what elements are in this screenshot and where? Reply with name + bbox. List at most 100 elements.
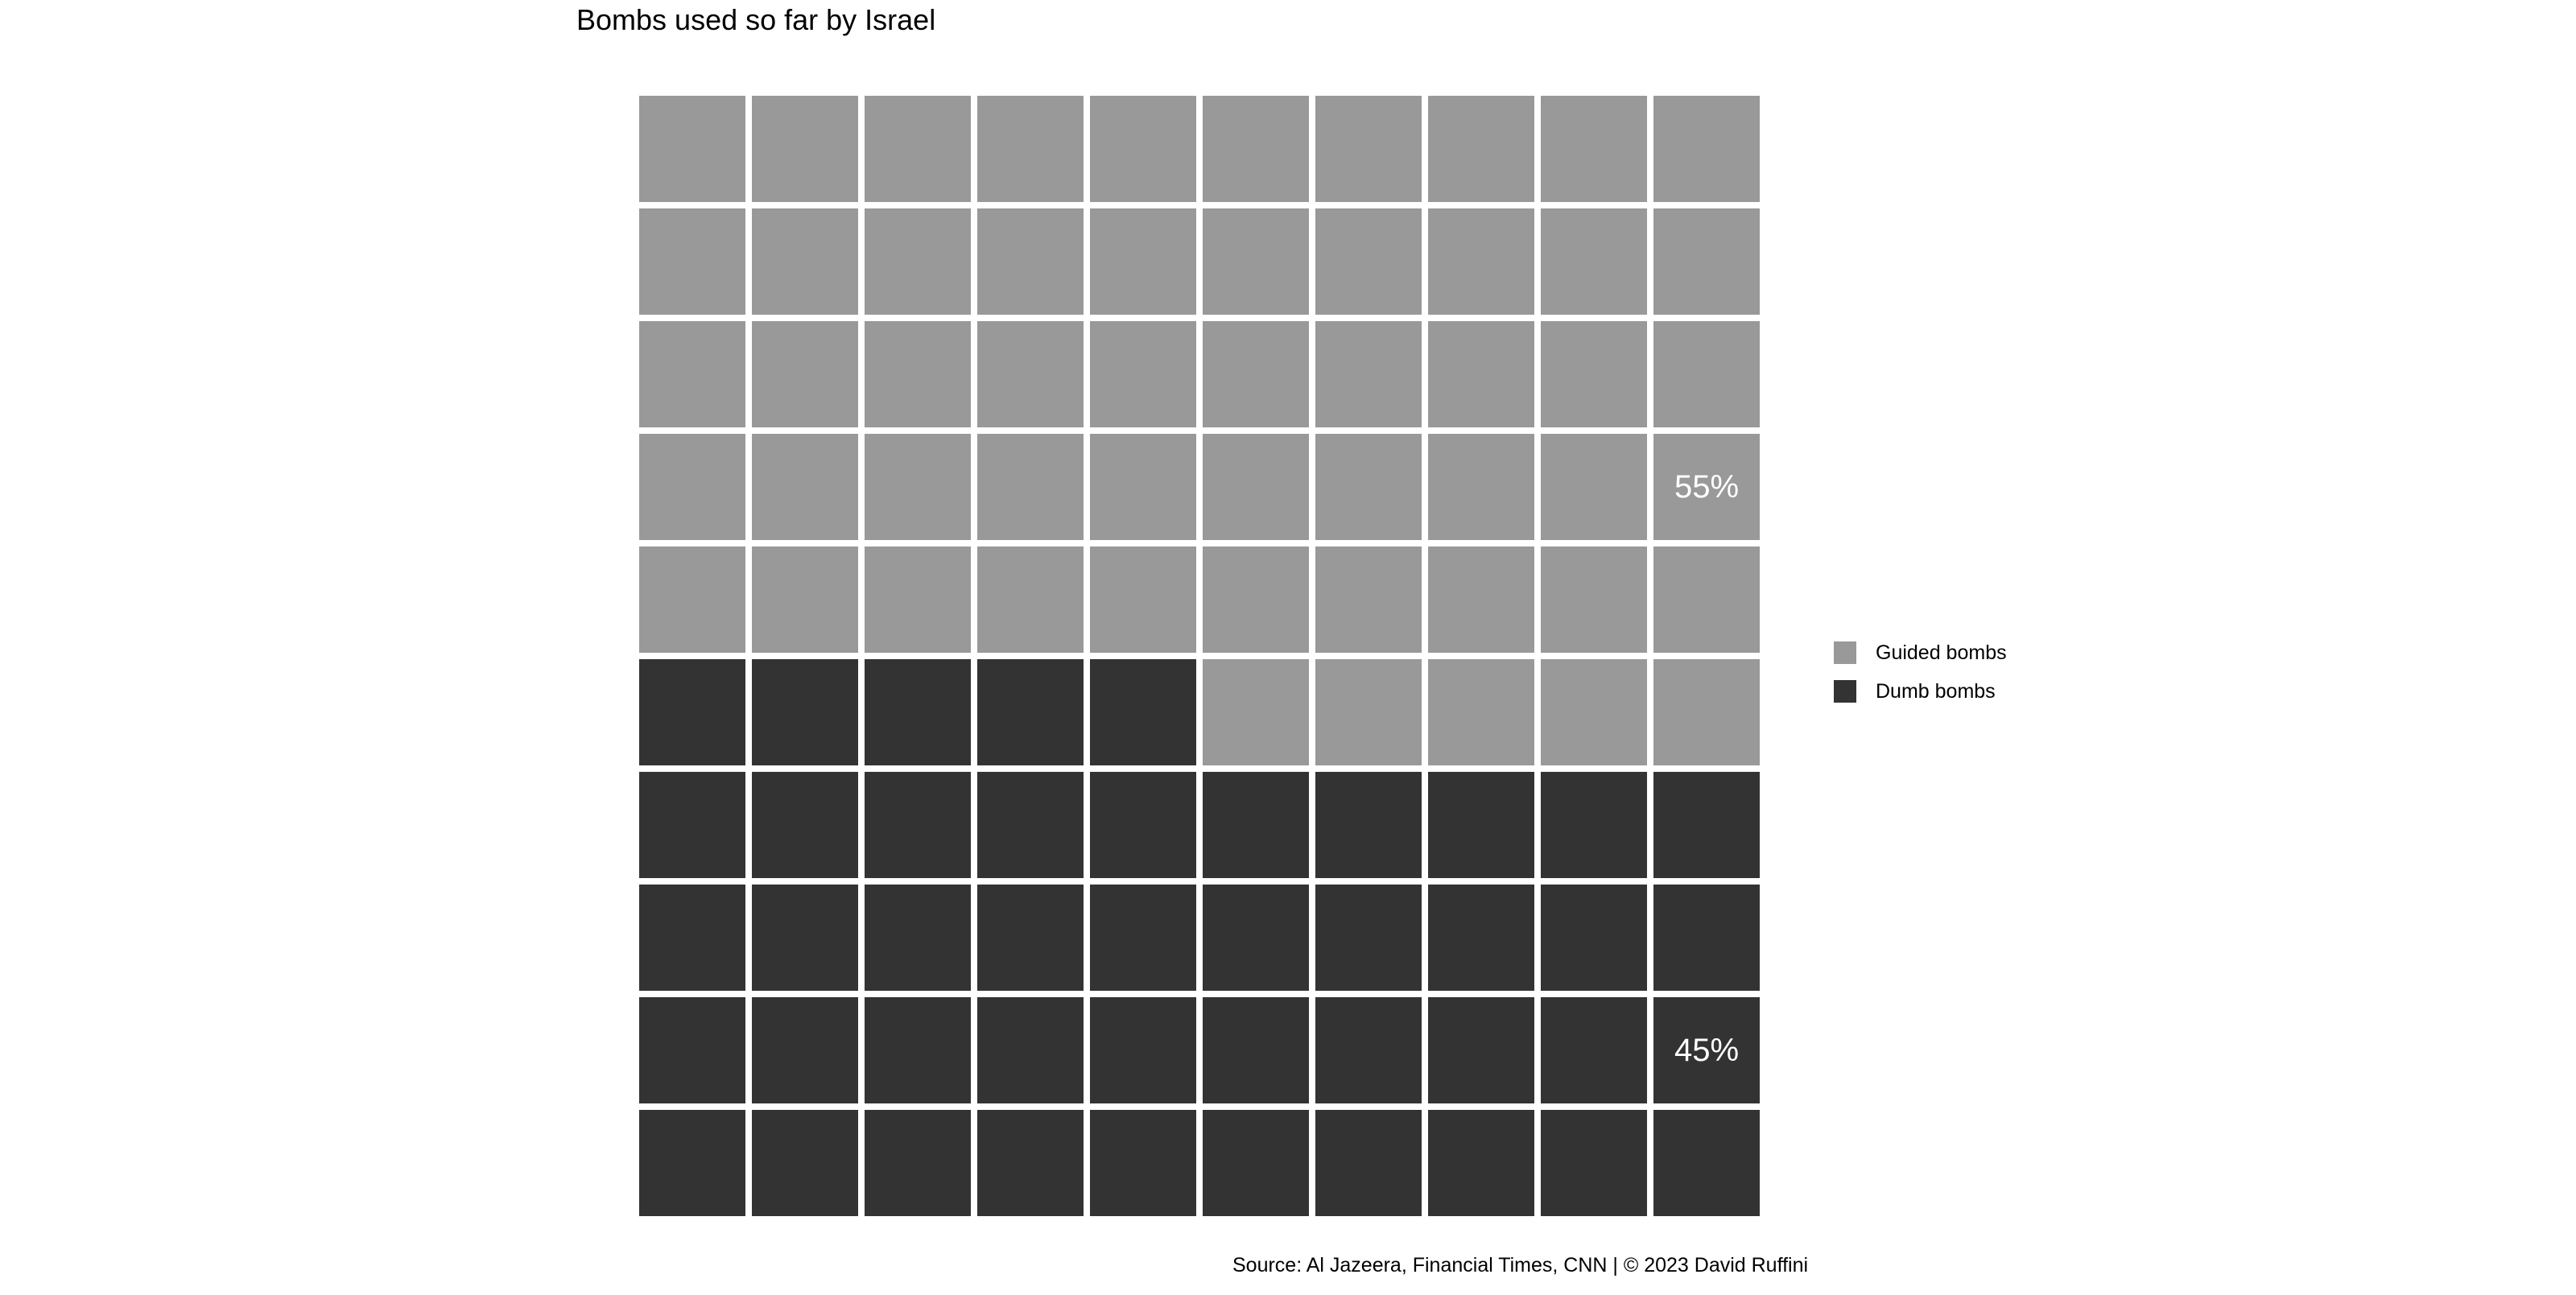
waffle-cell-dumb-bombs xyxy=(1090,885,1196,991)
waffle-cell-dumb-bombs xyxy=(1541,1110,1647,1216)
waffle-cell-guided-bombs xyxy=(1428,659,1534,765)
waffle-cell-guided-bombs xyxy=(1090,546,1196,653)
waffle-cell-guided-bombs xyxy=(639,546,745,653)
waffle-cell-dumb-bombs xyxy=(1541,885,1647,991)
waffle-cell-guided-bombs xyxy=(1653,546,1760,653)
waffle-cell-guided-bombs xyxy=(1653,208,1760,315)
waffle-cell-dumb-bombs xyxy=(752,997,858,1103)
waffle-cell-dumb-bombs xyxy=(977,772,1084,878)
waffle-cell-dumb-bombs xyxy=(1203,997,1309,1103)
waffle-cell-guided-bombs xyxy=(1315,321,1422,427)
waffle-cell-guided-bombs xyxy=(865,546,971,653)
waffle-cell-dumb-bombs xyxy=(752,772,858,878)
waffle-cell-guided-bombs xyxy=(865,208,971,315)
waffle-cell-dumb-bombs xyxy=(1653,997,1760,1103)
waffle-cell-guided-bombs xyxy=(1428,208,1534,315)
waffle-cell-guided-bombs xyxy=(1428,321,1534,427)
waffle-cell-guided-bombs xyxy=(752,208,858,315)
waffle-cell-dumb-bombs xyxy=(865,1110,971,1216)
waffle-cell-guided-bombs xyxy=(1315,659,1422,765)
waffle-cell-dumb-bombs xyxy=(977,997,1084,1103)
waffle-cell-guided-bombs xyxy=(1428,546,1534,653)
legend-swatch-dumb-bombs xyxy=(1834,680,1856,703)
waffle-cell-guided-bombs xyxy=(1203,96,1309,202)
waffle-cell-guided-bombs xyxy=(865,434,971,540)
waffle-cell-guided-bombs xyxy=(1203,208,1309,315)
waffle-cell-dumb-bombs xyxy=(865,659,971,765)
waffle-cell-dumb-bombs xyxy=(639,772,745,878)
waffle-cell-dumb-bombs xyxy=(1653,1110,1760,1216)
waffle-cell-dumb-bombs xyxy=(1315,772,1422,878)
waffle-cell-dumb-bombs xyxy=(639,1110,745,1216)
waffle-cell-guided-bombs xyxy=(752,546,858,653)
waffle-cell-guided-bombs xyxy=(865,321,971,427)
waffle-cell-dumb-bombs xyxy=(1428,885,1534,991)
waffle-cell-guided-bombs xyxy=(1090,321,1196,427)
waffle-cell-dumb-bombs xyxy=(1541,772,1647,878)
waffle-cell-guided-bombs xyxy=(752,434,858,540)
waffle-cell-dumb-bombs xyxy=(1428,997,1534,1103)
waffle-cell-guided-bombs xyxy=(1541,321,1647,427)
waffle-cell-dumb-bombs xyxy=(1203,772,1309,878)
waffle-cell-guided-bombs xyxy=(639,208,745,315)
waffle-cell-guided-bombs xyxy=(1090,96,1196,202)
waffle-cell-dumb-bombs xyxy=(865,997,971,1103)
waffle-cell-dumb-bombs xyxy=(977,885,1084,991)
chart-title: Bombs used so far by Israel xyxy=(576,3,936,36)
waffle-cell-dumb-bombs xyxy=(752,659,858,765)
waffle-cell-dumb-bombs xyxy=(1203,885,1309,991)
waffle-cell-dumb-bombs xyxy=(1653,885,1760,991)
waffle-cell-guided-bombs xyxy=(1090,434,1196,540)
data-label-dumb-bombs: 45% xyxy=(1674,1033,1739,1068)
waffle-cell-dumb-bombs xyxy=(639,997,745,1103)
waffle-cell-dumb-bombs xyxy=(1090,659,1196,765)
legend-swatch-guided-bombs xyxy=(1834,641,1856,664)
waffle-cell-guided-bombs xyxy=(1541,659,1647,765)
waffle-cell-dumb-bombs xyxy=(977,659,1084,765)
waffle-cell-guided-bombs xyxy=(1203,659,1309,765)
waffle-cell-guided-bombs xyxy=(639,96,745,202)
waffle-cell-guided-bombs xyxy=(865,96,971,202)
waffle-cell-dumb-bombs xyxy=(977,1110,1084,1216)
waffle-cell-guided-bombs xyxy=(639,434,745,540)
waffle-cell-guided-bombs xyxy=(1315,434,1422,540)
waffle-cell-guided-bombs xyxy=(1090,208,1196,315)
waffle-cell-dumb-bombs xyxy=(1090,1110,1196,1216)
waffle-cell-guided-bombs xyxy=(1428,434,1534,540)
waffle-cell-dumb-bombs xyxy=(1090,772,1196,878)
waffle-cell-guided-bombs xyxy=(1541,96,1647,202)
waffle-cell-dumb-bombs xyxy=(1090,997,1196,1103)
waffle-cell-guided-bombs xyxy=(1653,434,1760,540)
data-label-guided-bombs: 55% xyxy=(1674,469,1739,505)
legend-label-dumb-bombs: Dumb bombs xyxy=(1876,680,1996,703)
waffle-cell-guided-bombs xyxy=(977,96,1084,202)
waffle-cell-guided-bombs xyxy=(1315,546,1422,653)
waffle-cell-guided-bombs xyxy=(1653,321,1760,427)
waffle-cell-guided-bombs xyxy=(1203,434,1309,540)
waffle-cell-guided-bombs xyxy=(639,321,745,427)
waffle-cell-dumb-bombs xyxy=(752,1110,858,1216)
legend-label-guided-bombs: Guided bombs xyxy=(1876,641,2007,664)
waffle-cell-dumb-bombs xyxy=(1315,885,1422,991)
waffle-cell-dumb-bombs xyxy=(752,885,858,991)
waffle-cell-guided-bombs xyxy=(977,208,1084,315)
waffle-cell-guided-bombs xyxy=(1203,321,1309,427)
waffle-cell-guided-bombs xyxy=(977,434,1084,540)
waffle-cell-guided-bombs xyxy=(752,321,858,427)
waffle-cell-dumb-bombs xyxy=(1315,997,1422,1103)
waffle-cell-guided-bombs xyxy=(1428,96,1534,202)
waffle-cell-dumb-bombs xyxy=(1315,1110,1422,1216)
waffle-cell-dumb-bombs xyxy=(1428,772,1534,878)
waffle-cell-guided-bombs xyxy=(1541,208,1647,315)
waffle-cell-dumb-bombs xyxy=(1203,1110,1309,1216)
waffle-cell-guided-bombs xyxy=(1653,659,1760,765)
waffle-cell-dumb-bombs xyxy=(865,772,971,878)
waffle-cell-guided-bombs xyxy=(1653,96,1760,202)
waffle-cell-guided-bombs xyxy=(1203,546,1309,653)
waffle-cell-dumb-bombs xyxy=(1653,772,1760,878)
waffle-cell-guided-bombs xyxy=(977,546,1084,653)
waffle-cell-dumb-bombs xyxy=(639,659,745,765)
waffle-cell-guided-bombs xyxy=(1315,96,1422,202)
waffle-cell-guided-bombs xyxy=(977,321,1084,427)
